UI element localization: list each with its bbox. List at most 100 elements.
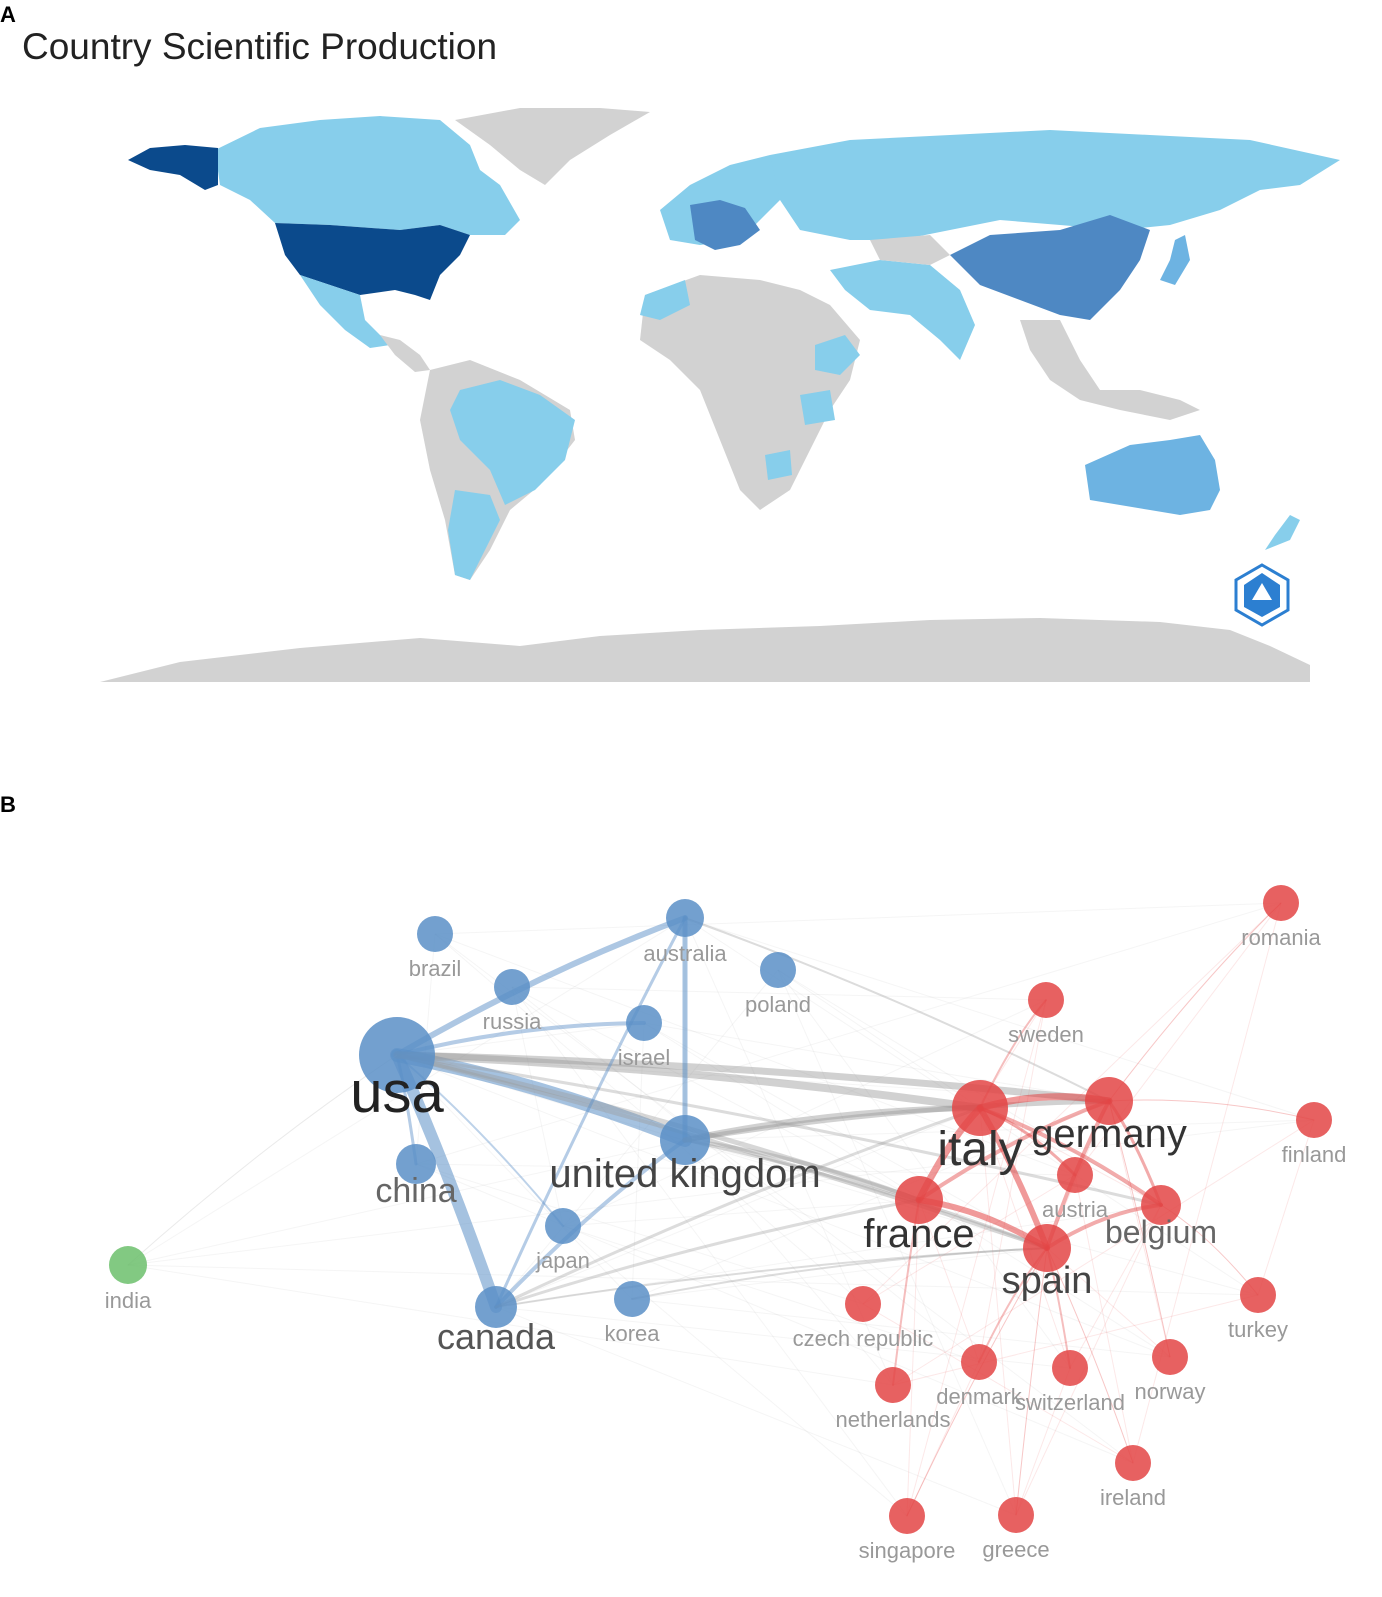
network-labels: usa australia brazil russia poland israel unit… — [105, 925, 1347, 1563]
node-label-denmark: denmark — [936, 1384, 1023, 1409]
bibliometrix-logo-icon — [1234, 563, 1290, 627]
node-austria — [1057, 1157, 1093, 1193]
node-label-china: china — [375, 1172, 456, 1210]
node-sweden — [1028, 982, 1064, 1018]
edge-faint-united_kingdom-turkey — [684, 1139, 1259, 1296]
map-title: Country Scientific Production — [22, 26, 498, 67]
edge-faint-czech_republic-ireland — [862, 1303, 1134, 1464]
edge-usa-spain — [395, 1053, 1049, 1250]
ethiopia — [815, 335, 860, 375]
node-label-turkey: turkey — [1228, 1317, 1288, 1342]
node-label-spain: spain — [1002, 1260, 1093, 1302]
node-belgium — [1141, 1185, 1181, 1225]
edge-faint-india-netherlands — [127, 1264, 894, 1386]
edge-faint-russia-japan — [511, 986, 564, 1227]
world-map — [100, 108, 1340, 682]
node-norway — [1152, 1339, 1188, 1375]
edge-canada-france — [494, 1198, 921, 1309]
edge-faint-finland-netherlands — [892, 1119, 1315, 1386]
node-switzerland — [1052, 1350, 1088, 1386]
node-label-singapore: singapore — [859, 1538, 956, 1563]
node-russia — [494, 969, 530, 1005]
edge-faint-sweden-singapore — [906, 999, 1047, 1517]
southern-africa-partial — [765, 450, 792, 480]
edge-faint-usa-israel — [396, 1022, 645, 1056]
southeast-asia — [1020, 320, 1200, 420]
edge-faint-italy-belgium — [979, 1107, 1162, 1206]
antarctica — [100, 618, 1310, 682]
node-usa — [359, 1017, 435, 1093]
node-australia — [666, 899, 704, 937]
edge-faint-usa-korea — [396, 1054, 633, 1300]
edge-spain-greece — [1015, 1247, 1048, 1516]
edge-united_kingdom-france — [683, 1138, 921, 1202]
edge-faint-canada-greece — [495, 1306, 1017, 1516]
node-singapore — [889, 1498, 925, 1534]
edge-faint-korea-norway — [631, 1298, 1171, 1358]
node-brazil — [417, 916, 453, 952]
edge-faint-france-denmark — [918, 1199, 980, 1363]
edge-faint-india-finland — [127, 1119, 1315, 1266]
node-label-india: india — [105, 1288, 152, 1313]
node-label-germany: germany — [1031, 1112, 1187, 1156]
edge-faint-china-romania — [415, 902, 1282, 1165]
node-label-greece: greece — [982, 1537, 1049, 1562]
mexico — [300, 275, 390, 348]
edge-faint-brazil-romania — [434, 902, 1282, 935]
node-label-brazil: brazil — [409, 956, 462, 981]
australia — [1085, 435, 1220, 515]
node-italy — [952, 1080, 1008, 1136]
edge-canada-italy — [494, 1106, 982, 1309]
edge-faint-israel-korea — [631, 1022, 645, 1300]
node-germany — [1085, 1077, 1133, 1125]
edge-faint-japan-denmark — [562, 1225, 980, 1363]
edge-faint-turkey-netherlands — [892, 1294, 1259, 1386]
node-india — [109, 1246, 147, 1284]
edge-usa-france — [394, 1052, 922, 1203]
china — [950, 215, 1150, 320]
collaboration-network: usa australia brazil russia poland israel unit… — [105, 885, 1347, 1563]
edge-faint-brazil-ireland — [434, 933, 1134, 1464]
node-greece — [998, 1497, 1034, 1533]
edge-faint-china-austria — [415, 1163, 1076, 1176]
edge-faint-japan-france — [562, 1199, 920, 1227]
western-europe — [690, 200, 760, 250]
edge-faint-israel-spain — [643, 1022, 1048, 1249]
edge-usa-italy — [393, 1051, 984, 1112]
node-spain — [1023, 1224, 1071, 1272]
edge-australia-canada — [494, 916, 687, 1309]
edge-faint-korea-germany — [631, 1100, 1110, 1300]
edge-faint-russia-singapore — [511, 986, 908, 1517]
north-africa-partial — [640, 280, 690, 320]
edge-faint-poland-greece — [777, 969, 1017, 1516]
edge-faint-poland-canada — [495, 969, 779, 1308]
edge-usa-australia — [394, 915, 688, 1058]
middle-east-gray — [870, 235, 950, 265]
edge-faint-israel-germany — [643, 1022, 1110, 1102]
node-poland — [760, 952, 796, 988]
node-ireland — [1115, 1445, 1151, 1481]
edge-korea-spain — [631, 1247, 1048, 1300]
russia-asia — [770, 130, 1340, 240]
panel-label-a: A — [0, 2, 16, 27]
network-nodes — [109, 885, 1332, 1534]
edge-faint-canada-italy — [495, 1107, 981, 1308]
edge-faint-usa-norway — [396, 1054, 1171, 1358]
edge-faint-united_kingdom-india — [127, 1139, 686, 1266]
node-denmark — [961, 1344, 997, 1380]
edge-germany-finland — [1108, 1099, 1315, 1121]
edge-faint-belgium-switzerland — [1069, 1204, 1162, 1369]
brazil — [450, 380, 575, 505]
edge-spain-ireland — [1046, 1247, 1134, 1464]
edge-faint-poland-switzerland — [777, 969, 1071, 1369]
node-label-belgium: belgium — [1105, 1214, 1217, 1250]
edge-faint-france-singapore — [906, 1199, 920, 1517]
node-czech-republic — [845, 1286, 881, 1322]
node-label-netherlands: netherlands — [836, 1407, 951, 1432]
node-label-austria: austria — [1042, 1197, 1109, 1222]
node-label-switzerland: switzerland — [1015, 1390, 1125, 1415]
edge-faint-austria-ireland — [1074, 1174, 1134, 1464]
edge-australia-germany — [684, 917, 1110, 1102]
edge-germany-norway — [1108, 1100, 1171, 1358]
node-france — [895, 1176, 943, 1224]
